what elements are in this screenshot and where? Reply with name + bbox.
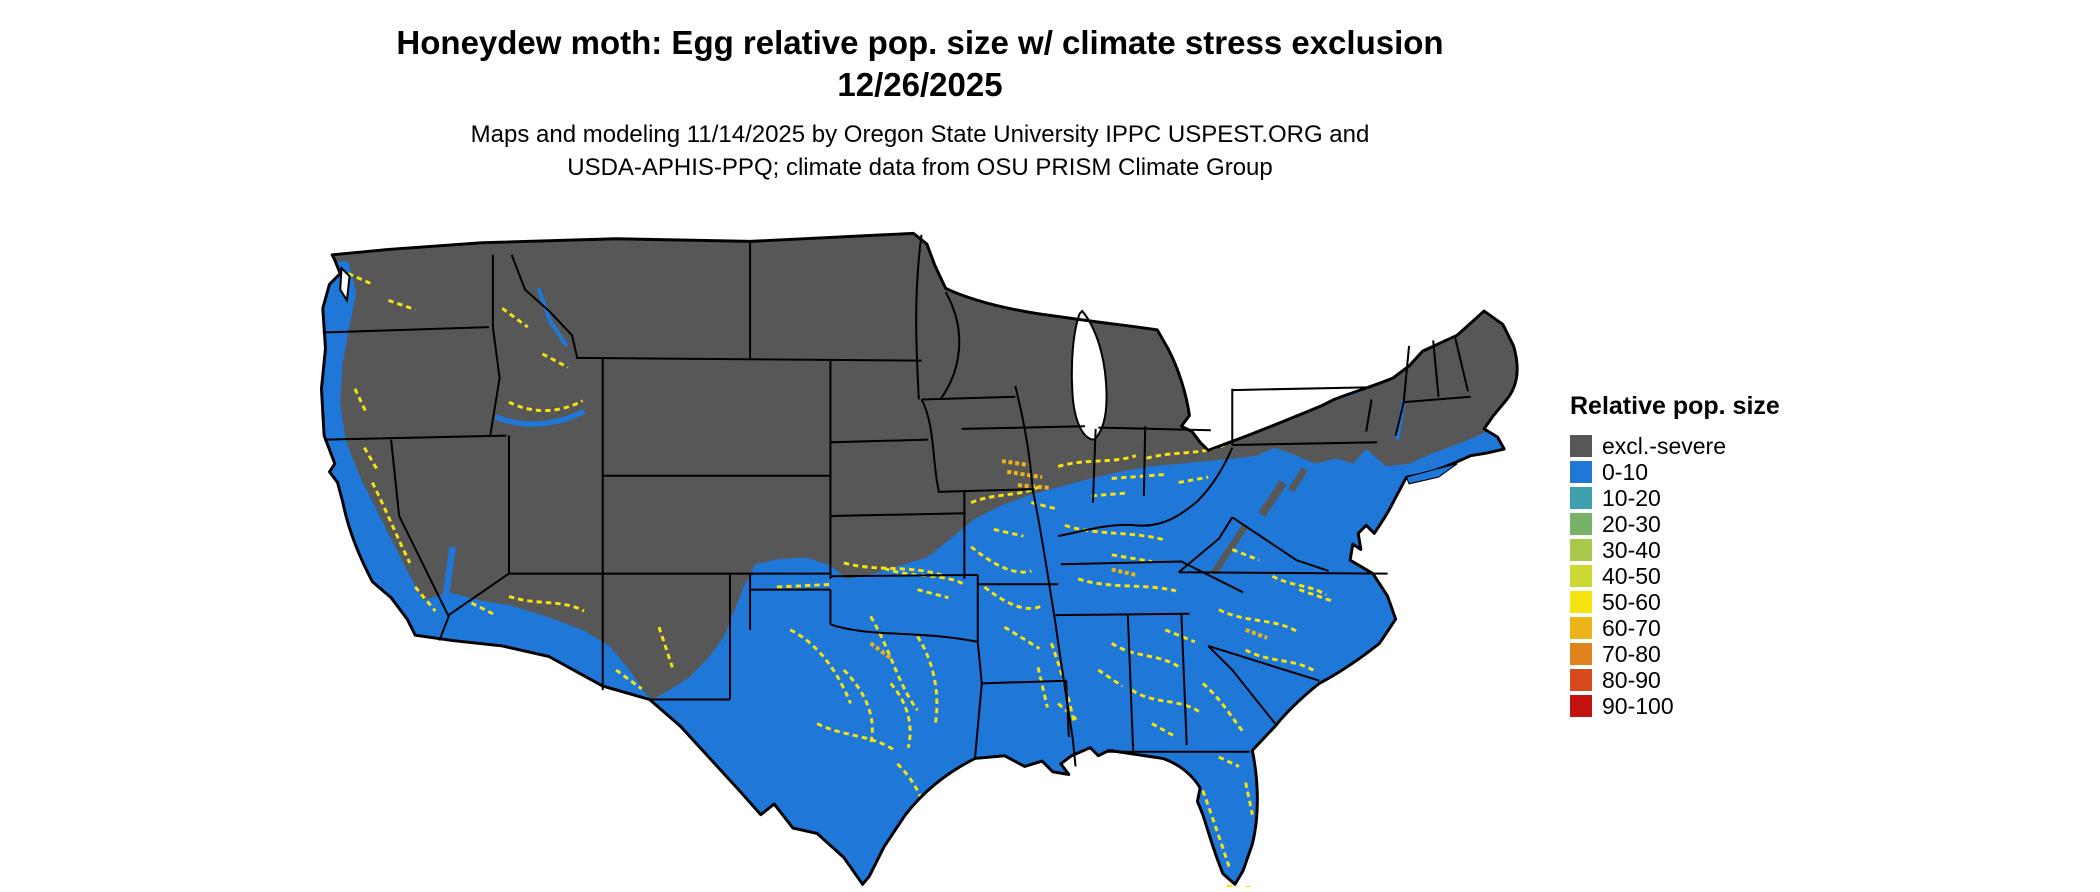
map-subtitle-line1: Maps and modeling 11/14/2025 by Oregon S…	[470, 121, 1370, 148]
map-title-date: 12/26/2025	[837, 66, 1003, 103]
legend-item-label: 0-10	[1602, 459, 1649, 485]
legend-item: 30-40	[1570, 537, 1890, 563]
us-map	[319, 231, 1519, 887]
legend-item: 70-80	[1570, 641, 1890, 667]
legend-item: 20-30	[1570, 511, 1890, 537]
legend-item-label: 10-20	[1602, 485, 1661, 511]
legend-swatch	[1570, 539, 1592, 561]
legend-item: 40-50	[1570, 563, 1890, 589]
map-subtitle-line2: USDA-APHIS-PPQ; climate data from OSU PR…	[567, 154, 1273, 181]
legend-items: excl.-severe 0-10 10-20 20-30	[1570, 433, 1890, 719]
legend-swatch	[1570, 435, 1592, 457]
legend-swatch	[1570, 591, 1592, 613]
mid-pop-speckles	[347, 272, 1335, 869]
legend-swatch	[1570, 695, 1592, 717]
legend-item-label: 20-30	[1602, 511, 1661, 537]
legend-item-label: 30-40	[1602, 537, 1661, 563]
legend-item-label: 50-60	[1602, 589, 1661, 615]
map-header: Honeydew moth: Egg relative pop. size w/…	[0, 22, 1840, 184]
legend-item: 10-20	[1570, 485, 1890, 511]
us-outline	[319, 231, 1519, 886]
legend-item: 50-60	[1570, 589, 1890, 615]
legend-item: 60-70	[1570, 615, 1890, 641]
map-subtitle: Maps and modeling 11/14/2025 by Oregon S…	[0, 118, 1840, 184]
legend-title: Relative pop. size	[1570, 392, 1780, 420]
legend-swatch	[1570, 461, 1592, 483]
legend-swatch	[1570, 487, 1592, 509]
legend-swatch	[1570, 565, 1592, 587]
legend-swatch	[1570, 513, 1592, 535]
legend-item-label: excl.-severe	[1602, 433, 1726, 459]
legend-item: 90-100	[1570, 693, 1890, 719]
legend-item-label: 90-100	[1602, 693, 1674, 719]
map-title-line1: Honeydew moth: Egg relative pop. size w/…	[396, 24, 1444, 61]
florida-keys-speckles	[1226, 884, 1252, 887]
legend-swatch	[1570, 669, 1592, 691]
legend-swatch	[1570, 617, 1592, 639]
excluded-ridge-patches	[1210, 467, 1308, 576]
state-borders	[322, 234, 1471, 767]
legend-item: 80-90	[1570, 667, 1890, 693]
legend-item: 0-10	[1570, 459, 1890, 485]
puget-sound	[339, 265, 351, 304]
higher-pop-speckles	[869, 459, 1268, 661]
legend-item-label: 70-80	[1602, 641, 1661, 667]
legend: Relative pop. size excl.-severe 0-10 10-…	[1570, 392, 1890, 719]
legend-item-label: 40-50	[1602, 563, 1661, 589]
legend-item-label: 80-90	[1602, 667, 1661, 693]
legend-item: excl.-severe	[1570, 433, 1890, 459]
long-island	[1405, 463, 1458, 485]
legend-swatch	[1570, 643, 1592, 665]
legend-item-label: 60-70	[1602, 615, 1661, 641]
